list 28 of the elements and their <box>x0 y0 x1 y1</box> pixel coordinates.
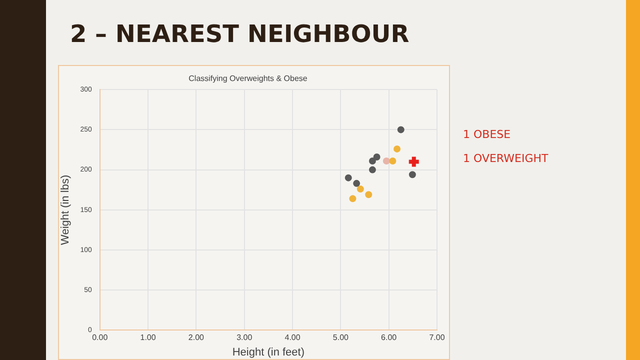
point <box>382 157 390 164</box>
x-axis-title: Height (in feet) <box>232 346 305 358</box>
text: 1 OVERWEIGHT <box>463 152 548 165</box>
point <box>389 157 396 164</box>
point <box>397 126 404 134</box>
point <box>356 186 364 193</box>
chart-title: 2 – NEAREST NEIGHBOUR <box>70 20 410 48</box>
point <box>368 166 376 174</box>
x-tick-label: 6.00 <box>381 333 398 342</box>
x-tick-label: 1.00 <box>140 333 156 342</box>
x-tick-label: 5.00 <box>332 333 350 342</box>
text: 1 OBESE <box>463 128 511 141</box>
point <box>394 145 401 152</box>
point <box>344 174 352 182</box>
point <box>365 191 372 198</box>
point <box>368 157 376 164</box>
x-tick-label: 7.00 <box>429 333 446 342</box>
chart-subtitle: Classifying Overweights & Obese <box>188 74 308 84</box>
point <box>406 154 421 169</box>
point <box>349 195 356 202</box>
point <box>408 171 416 178</box>
x-tick-label: 3.00 <box>236 333 253 342</box>
y-axis-title: Weight (in lbs) <box>60 174 72 245</box>
x-tick-label: 4.00 <box>284 333 301 342</box>
point <box>373 153 380 160</box>
x-tick-label: 2.00 <box>188 333 205 342</box>
point <box>353 180 360 187</box>
x-tick-label: 0.00 <box>92 333 108 342</box>
